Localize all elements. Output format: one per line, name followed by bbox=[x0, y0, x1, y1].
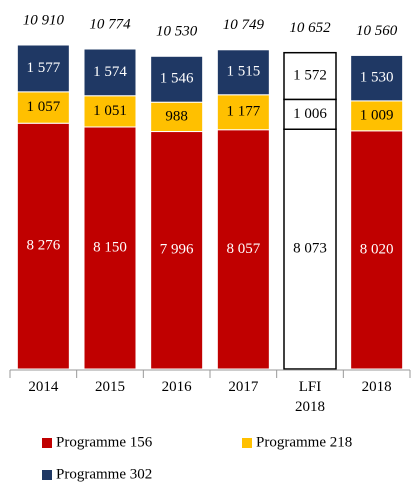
x-tick-label: LFI 2018 bbox=[295, 379, 325, 415]
bar-segment bbox=[83, 48, 137, 97]
bar-segment bbox=[283, 128, 337, 370]
value-label: 1 009 bbox=[360, 107, 394, 123]
value-label: 1 572 bbox=[293, 67, 327, 83]
legend-swatch bbox=[242, 438, 252, 448]
x-tick-label: 2015 bbox=[95, 379, 125, 395]
value-label: 8 057 bbox=[226, 241, 260, 257]
bar-segment bbox=[83, 95, 137, 128]
value-label: 7 996 bbox=[160, 242, 194, 258]
legend-swatch bbox=[42, 470, 52, 480]
value-label: 1 051 bbox=[93, 103, 127, 119]
value-label: 1 530 bbox=[360, 70, 394, 86]
bar-segment bbox=[83, 126, 137, 370]
value-label: 1 177 bbox=[226, 104, 260, 120]
bar-segment bbox=[350, 130, 404, 370]
value-label: 1 057 bbox=[26, 99, 60, 115]
value-label: 1 574 bbox=[93, 64, 127, 80]
value-label: 8 020 bbox=[360, 241, 394, 257]
total-label: 10 652 bbox=[289, 20, 331, 36]
value-label: 988 bbox=[165, 108, 188, 124]
x-tick-label: 2014 bbox=[28, 379, 59, 395]
bar-segment bbox=[150, 55, 204, 103]
value-label: 1 546 bbox=[160, 71, 194, 87]
bar-segment bbox=[150, 101, 204, 133]
x-tick-label: 2018 bbox=[362, 379, 392, 395]
value-label: 1 006 bbox=[293, 106, 327, 122]
value-label: 1 515 bbox=[226, 64, 260, 80]
total-label: 10 560 bbox=[356, 23, 398, 39]
bar-segment bbox=[216, 94, 270, 131]
legend-label: Programme 218 bbox=[256, 434, 352, 450]
legend-label: Programme 156 bbox=[56, 434, 153, 450]
legend-swatch bbox=[42, 438, 52, 448]
bar-segment bbox=[16, 44, 70, 93]
bar-segment bbox=[283, 51, 337, 101]
legend-label: Programme 302 bbox=[56, 466, 152, 482]
total-label: 10 530 bbox=[156, 24, 198, 40]
bar-segment bbox=[216, 49, 270, 96]
value-label: 8 073 bbox=[293, 241, 327, 257]
total-label: 10 774 bbox=[89, 16, 131, 32]
value-label: 1 577 bbox=[26, 60, 60, 76]
total-label: 10 749 bbox=[223, 17, 265, 33]
value-label: 8 276 bbox=[26, 238, 60, 254]
x-tick-label: 2017 bbox=[228, 379, 259, 395]
bar-segment bbox=[150, 131, 204, 370]
bar-segment bbox=[16, 122, 70, 370]
x-tick-label: 2016 bbox=[162, 379, 193, 395]
bar-segment bbox=[16, 91, 70, 124]
total-label: 10 910 bbox=[23, 12, 65, 28]
bar-segment bbox=[350, 100, 404, 132]
bar-segment bbox=[350, 54, 404, 102]
value-label: 8 150 bbox=[93, 239, 127, 255]
bar-segment bbox=[216, 129, 270, 370]
